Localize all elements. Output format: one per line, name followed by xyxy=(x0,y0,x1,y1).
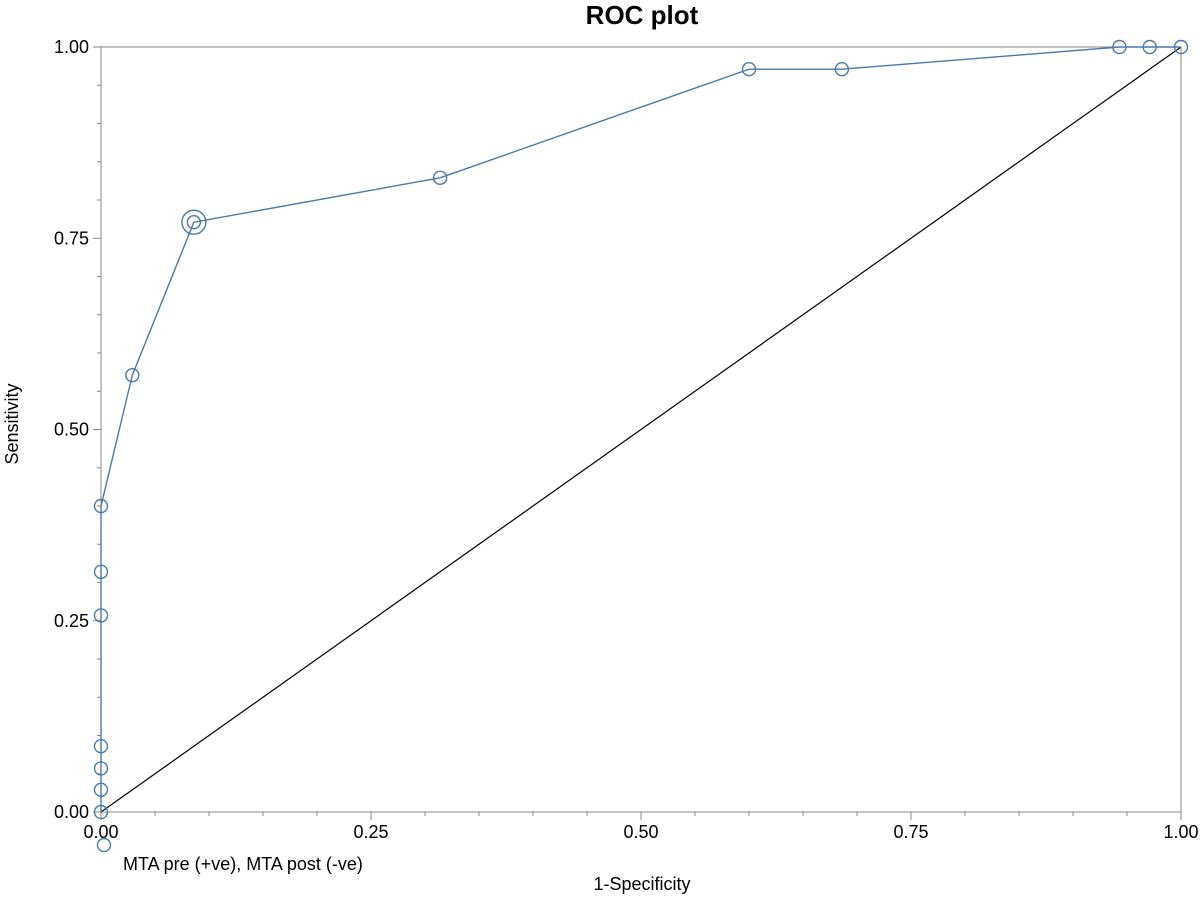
roc-point xyxy=(93,782,109,798)
y-tick-label: 0.50 xyxy=(54,420,89,440)
roc-curve-line xyxy=(100,46,1181,812)
roc-point xyxy=(93,498,109,514)
roc-point xyxy=(93,804,109,820)
x-tick-label: 0.25 xyxy=(353,822,388,842)
x-tick-label: 0.75 xyxy=(893,822,928,842)
roc-point xyxy=(741,61,757,77)
roc-point xyxy=(1142,39,1157,55)
reference-diagonal-line xyxy=(100,46,1182,813)
roc-point xyxy=(93,739,109,754)
roc-point xyxy=(125,367,140,383)
y-tick-label: 1.00 xyxy=(54,37,89,57)
roc-point xyxy=(186,214,202,230)
roc-point xyxy=(1112,39,1127,55)
y-tick-label: 0.00 xyxy=(54,802,89,822)
roc-point xyxy=(93,564,109,579)
roc-point xyxy=(432,170,448,186)
legend-marker xyxy=(96,837,112,853)
x-tick-label: 0.00 xyxy=(83,822,118,842)
optimal-point-ring xyxy=(181,209,207,235)
legend-label: MTA pre (+ve), MTA post (-ve) xyxy=(123,854,363,874)
chart-title: ROC plot xyxy=(586,0,699,30)
y-tick-label: 0.25 xyxy=(54,611,89,631)
x-tick-label: 1.00 xyxy=(1163,822,1198,842)
roc-point xyxy=(834,61,850,77)
y-axis-label: Sensitivity xyxy=(2,383,22,464)
roc-point xyxy=(93,608,109,623)
roc-point xyxy=(93,761,109,776)
roc-point xyxy=(1173,39,1189,55)
y-tick-label: 0.75 xyxy=(54,228,89,248)
x-axis-label: 1-Specificity xyxy=(593,874,690,894)
plot-layer: 0.00 0.25 0.50 0.75 1.00 0.00 0.25 0.50 0.75 1.00 xyxy=(54,37,1199,853)
x-tick-label: 0.50 xyxy=(623,822,658,842)
